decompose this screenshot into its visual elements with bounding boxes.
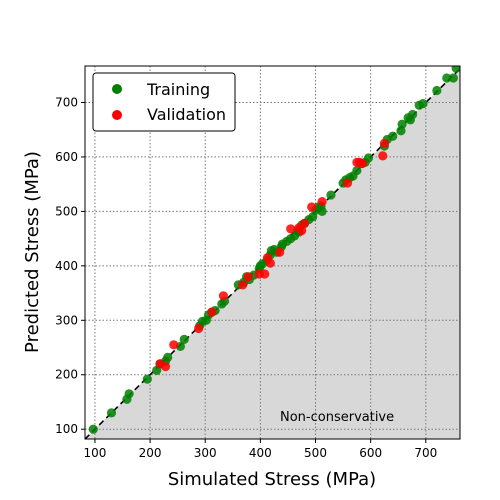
- x-tick-label: 400: [249, 446, 272, 460]
- validation-point: [238, 280, 248, 290]
- legend-marker-validation: [112, 110, 122, 120]
- validation-point: [379, 138, 390, 148]
- legend-label-training: Training: [146, 80, 210, 99]
- plot-frame: [84, 65, 461, 440]
- training-point: [179, 334, 189, 344]
- training-point: [142, 374, 152, 384]
- training-point: [326, 190, 336, 200]
- training-point: [106, 408, 117, 418]
- x-tick-label: 500: [304, 446, 327, 460]
- training-point: [352, 165, 362, 176]
- axis-ticks: 100 200 300 400 500 600 700 100 200 300 400 500 600 7…: [55, 95, 437, 460]
- x-tick-label: 300: [194, 446, 217, 460]
- training-point: [442, 73, 452, 83]
- y-tick-label: 100: [55, 422, 78, 436]
- validation-point: [378, 151, 388, 161]
- validation-point: [218, 291, 229, 301]
- validation-point: [169, 340, 179, 350]
- training-point: [124, 389, 134, 399]
- data-points: [88, 66, 460, 434]
- y-tick-label: 600: [55, 150, 78, 164]
- x-tick-label: 200: [139, 446, 162, 460]
- y-tick-label: 500: [55, 204, 78, 218]
- training-point: [397, 119, 407, 129]
- validation-point: [194, 323, 204, 334]
- training-point: [88, 424, 98, 434]
- legend: Training Validation: [92, 72, 236, 132]
- validation-point: [342, 178, 353, 188]
- y-tick-label: 200: [55, 368, 78, 382]
- validation-point: [299, 218, 310, 228]
- training-point: [451, 66, 460, 73]
- y-tick-label: 700: [55, 95, 78, 109]
- annotation-non-conservative: Non-conservative: [280, 410, 394, 425]
- validation-point: [260, 269, 270, 279]
- y-tick-label: 300: [55, 313, 78, 327]
- validation-point: [357, 158, 367, 169]
- legend-label-validation: Validation: [147, 105, 226, 124]
- validation-point: [160, 361, 171, 372]
- x-tick-label: 600: [359, 446, 382, 460]
- training-point: [418, 98, 428, 109]
- grid: [85, 66, 460, 439]
- training-point: [407, 109, 418, 120]
- validation-point: [243, 272, 253, 282]
- validation-point: [317, 196, 327, 207]
- training-point: [363, 153, 374, 163]
- validation-point: [297, 225, 307, 236]
- x-axis-label: Simulated Stress (MPa): [168, 469, 376, 490]
- legend-box: [92, 72, 236, 132]
- training-point: [432, 85, 442, 96]
- validation-point: [275, 247, 285, 257]
- validation-point: [265, 258, 275, 268]
- training-point: [388, 131, 398, 141]
- x-tick-label: 100: [83, 446, 106, 460]
- training-point: [317, 206, 327, 216]
- validation-point: [286, 224, 296, 234]
- legend-marker-training: [112, 84, 122, 94]
- validation-point: [307, 202, 317, 212]
- validation-point: [207, 307, 217, 317]
- y-axis-label: Predicted Stress (MPa): [22, 151, 43, 353]
- training-point: [163, 352, 173, 362]
- y-tick-label: 400: [55, 259, 78, 273]
- x-tick-label: 700: [414, 446, 437, 460]
- training-point: [448, 73, 458, 83]
